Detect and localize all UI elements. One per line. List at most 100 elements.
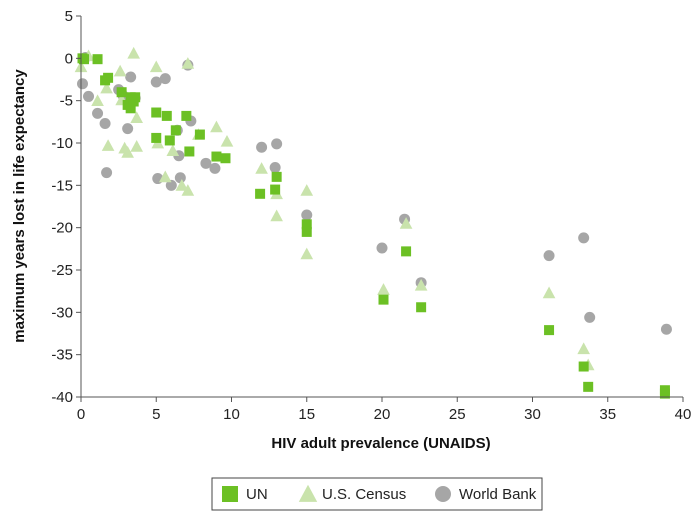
data-point <box>269 162 281 174</box>
data-point <box>220 153 231 164</box>
data-point <box>166 144 180 156</box>
data-point <box>376 242 388 254</box>
legend-marker-square <box>222 486 238 502</box>
data-point <box>174 172 186 184</box>
data-point <box>100 81 113 94</box>
data-point <box>578 361 589 372</box>
data-point <box>200 157 212 169</box>
y-tick-label: -40 <box>51 389 73 406</box>
axes: 0 5 10 15 20 25 30 35 40 5 0 -5 -10 -15 -20 -25 -30 -35 -4… <box>51 8 691 423</box>
data-point <box>92 54 103 65</box>
data-point <box>91 94 104 107</box>
data-point <box>271 138 283 150</box>
data-point <box>159 73 171 85</box>
data-point <box>149 60 163 73</box>
data-point <box>116 87 127 98</box>
data-point <box>170 125 181 136</box>
legend-label: U.S. Census <box>322 486 406 503</box>
data-point <box>150 76 162 88</box>
data-point <box>584 311 596 323</box>
data-point <box>79 54 90 65</box>
data-point <box>130 111 144 123</box>
data-point <box>577 342 590 355</box>
data-point <box>165 179 177 191</box>
data-point <box>300 247 314 260</box>
data-point <box>101 139 115 151</box>
data-point <box>544 325 555 336</box>
data-point <box>99 118 111 130</box>
data-point <box>578 232 590 244</box>
data-point <box>270 209 283 222</box>
data-point <box>220 134 234 147</box>
data-point <box>270 184 281 195</box>
legend-marker-triangle <box>298 484 318 502</box>
y-tick-label: -25 <box>51 262 73 279</box>
data-point <box>181 57 195 69</box>
y-tick-label: 5 <box>65 8 73 25</box>
series-u-s-census <box>74 46 595 371</box>
data-point <box>158 170 172 183</box>
data-point <box>181 110 192 121</box>
data-point <box>542 286 556 299</box>
data-point <box>151 107 162 118</box>
data-point <box>122 123 134 135</box>
x-axis-title: HIV adult prevalence (UNAIDS) <box>271 435 490 452</box>
legend-box <box>211 477 543 511</box>
data-point <box>92 107 104 119</box>
data-point <box>399 217 413 229</box>
data-point <box>83 90 95 102</box>
data-point <box>211 151 222 162</box>
data-point <box>125 71 137 83</box>
data-point <box>543 250 555 262</box>
y-tick-label: -15 <box>51 177 73 194</box>
data-point <box>300 184 314 196</box>
data-point <box>161 110 172 121</box>
data-point <box>255 188 266 199</box>
y-tick-label: 0 <box>65 50 73 67</box>
data-point <box>101 167 113 179</box>
data-point <box>301 226 312 237</box>
data-point <box>301 219 312 230</box>
series-un <box>77 53 670 399</box>
x-tick-label: 0 <box>77 406 85 423</box>
data-point <box>151 132 162 143</box>
y-tick-label: -20 <box>51 220 73 237</box>
data-point <box>378 294 389 305</box>
legend-marker-circle <box>435 486 451 502</box>
data-point <box>256 141 268 153</box>
data-point <box>583 381 594 392</box>
x-tick-label: 40 <box>675 406 692 423</box>
data-point <box>377 283 390 295</box>
data-point <box>401 246 412 257</box>
data-point <box>125 92 136 103</box>
data-point <box>113 64 127 77</box>
y-tick-label: -10 <box>51 135 73 152</box>
data-point <box>416 302 427 313</box>
x-tick-label: 10 <box>223 406 240 423</box>
legend-label: UN <box>246 486 268 503</box>
data-point <box>194 129 205 140</box>
y-tick-label: -30 <box>51 304 73 321</box>
x-tick-label: 5 <box>152 406 160 423</box>
data-point <box>209 162 221 174</box>
data-point <box>414 278 428 291</box>
data-point <box>125 103 136 114</box>
data-point <box>175 179 189 191</box>
data-point <box>121 145 134 158</box>
data-point <box>184 146 195 157</box>
y-tick-label: -5 <box>60 93 73 110</box>
series-world-bank <box>77 51 672 335</box>
legend-label: World Bank <box>459 486 537 503</box>
plot-area <box>74 46 672 399</box>
data-point <box>127 46 140 59</box>
data-point <box>164 135 175 146</box>
x-tick-label: 25 <box>449 406 466 423</box>
y-tick-label: -35 <box>51 347 73 364</box>
x-tick-label: 30 <box>524 406 541 423</box>
data-point <box>271 171 282 182</box>
legend: UN U.S. Census World Bank <box>211 477 543 511</box>
y-axis-title: maximum years lost in life expectancy <box>11 69 28 343</box>
data-point <box>181 184 195 196</box>
data-point <box>659 388 670 399</box>
